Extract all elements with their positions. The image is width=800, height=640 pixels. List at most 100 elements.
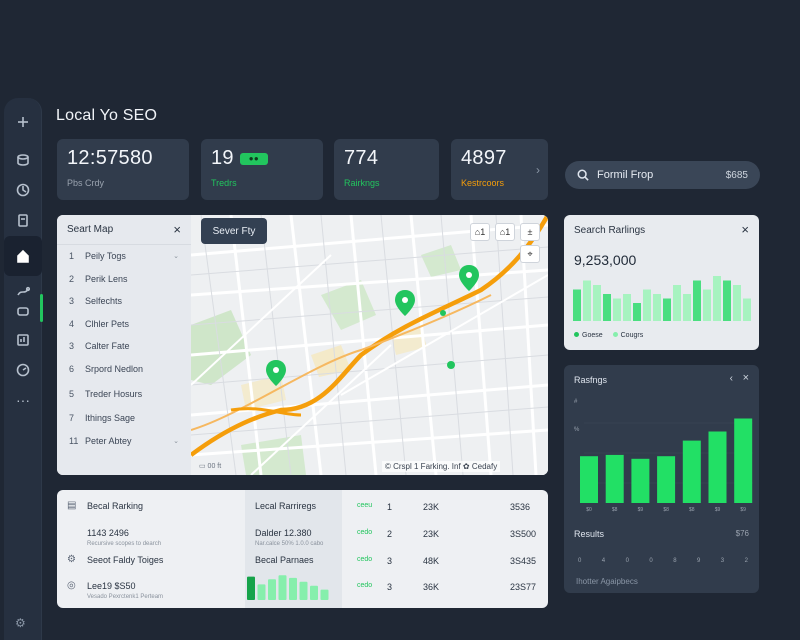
panel-title: Seart Map — [67, 224, 114, 235]
table-row[interactable]: ▤ Becal Rarking Lecal Rarriregs ceeu 1 23K 353… — [57, 496, 548, 525]
item-number: 3 — [69, 296, 75, 307]
chat-icon[interactable] — [4, 298, 42, 326]
item-label: Calter Fate — [85, 341, 130, 352]
row-mid-block: Lecal Rarriregs — [255, 501, 316, 511]
chevron-right-icon[interactable]: › — [536, 163, 540, 177]
database-icon[interactable] — [4, 146, 42, 174]
clipboard-icon[interactable] — [4, 206, 42, 234]
stat-card-2[interactable]: 19 ●● Tredrs — [201, 139, 323, 200]
row-tag: cedo — [357, 582, 373, 589]
bar — [723, 280, 731, 321]
result-value: 0 — [649, 558, 653, 564]
row-subtitle: Recursive scopes to dearch — [87, 541, 162, 547]
item-label: Perik Lens — [85, 273, 128, 284]
compass-icon[interactable] — [4, 176, 42, 204]
stat-value: 12:57580 — [67, 147, 153, 169]
search-rankings-chart — [573, 276, 751, 321]
map-list-item[interactable]: 5 Treder Hosurs — [57, 380, 191, 407]
x-tick-label: $0 — [586, 507, 592, 513]
route-icon[interactable] — [4, 278, 42, 306]
layers-icon-2[interactable]: ⌂1 — [495, 223, 515, 241]
map-list-item[interactable]: 4 Clhler Pets — [57, 313, 191, 336]
server-button[interactable]: Sever Fty — [201, 218, 267, 244]
row-mid: Lecal Rarriregs — [255, 501, 317, 511]
mini-bar — [278, 575, 287, 600]
total-value: 9,253,000 — [574, 252, 637, 268]
row-count: 23K — [423, 529, 440, 539]
bar-chart-icon[interactable] — [4, 326, 42, 354]
map-list-item[interactable]: 7 Ithings Sage — [57, 407, 191, 430]
table-row[interactable]: 1143 2496 Recursive scopes to dearch Dalde… — [57, 523, 548, 552]
search-bar[interactable]: Formil Frop $685 — [565, 161, 760, 189]
item-number: 6 — [69, 363, 75, 374]
result-value: 9 — [696, 558, 701, 564]
x-tick-label: $8 — [689, 507, 695, 513]
item-number: 1 — [69, 251, 75, 262]
mini-bar — [257, 584, 266, 600]
row-mid-sub: Nar.calce 50% 1.0.0 cabo — [255, 541, 324, 547]
item-label: Clhler Pets — [85, 318, 130, 329]
close-icon[interactable]: × — [741, 222, 749, 237]
more-icon[interactable]: ··· — [16, 392, 30, 408]
stat-card-3[interactable]: 774 Rairkngs — [334, 139, 439, 200]
map-scale: ▭ 00 ft — [199, 463, 222, 470]
item-label: Srpord Nedlon — [85, 363, 144, 374]
x-tick-label: $9 — [715, 507, 721, 513]
gear-icon: ⚙ — [67, 554, 76, 565]
locate-icon[interactable]: ⌖ — [520, 245, 540, 263]
row-title-block: Seeot Faldy Toiges — [87, 555, 163, 565]
mini-bar — [320, 589, 329, 600]
close-icon[interactable]: × — [742, 372, 749, 384]
zoom-icon[interactable]: ± — [520, 223, 540, 241]
item-label: Treder Hosurs — [85, 388, 143, 399]
stat-card-1[interactable]: 12:57580 Pbs Crdy — [57, 139, 189, 200]
stat-card-4[interactable]: 4897 Kestrcoors › — [451, 139, 548, 200]
chevron-down-icon[interactable]: ⌄ — [173, 253, 179, 261]
map-list-item[interactable]: 3 Calter Fate — [57, 335, 191, 358]
layers-icon[interactable]: ⌂1 — [470, 223, 490, 241]
bar — [605, 454, 624, 503]
collapse-icon[interactable]: ‹ — [729, 373, 733, 384]
row-title: Becal Rarking — [87, 501, 144, 511]
row-title-block: Lee19 $S50 Vesado Pexrctenk1 Perteam — [87, 581, 163, 600]
table-row[interactable]: ⚙ Seeot Faldy Toiges Becal Parnaes cedo 3 48K… — [57, 550, 548, 579]
row-title-block: 1143 2496 Recursive scopes to dearch — [87, 528, 161, 547]
plus-icon[interactable] — [4, 108, 42, 136]
row-rank: 3 — [387, 582, 393, 592]
item-number: 5 — [69, 388, 75, 399]
rankings-bar-chart: #%$0$8$9$8$8$9$9$9 — [574, 399, 753, 513]
row-count: 48K — [423, 556, 440, 566]
close-icon[interactable]: × — [173, 222, 181, 237]
mini-bar — [268, 579, 276, 600]
table-row[interactable]: ◎ Lee19 $S50 Vesado Pexrctenk1 Perteam cedo… — [57, 576, 548, 605]
map-list-item[interactable]: 11 Peter Abtey ⌄ — [57, 430, 191, 453]
row-title: 1143 2496 — [87, 528, 129, 538]
map-attribution: © Crspl 1 Farking. Inf ✿ Cedafy — [382, 461, 501, 472]
bar — [733, 285, 741, 321]
map-view[interactable] — [189, 215, 548, 475]
mini-bar — [299, 581, 308, 600]
bar — [631, 458, 650, 503]
bar — [734, 418, 753, 503]
map-list-item[interactable]: 2 Perik Lens — [57, 268, 191, 291]
item-label: Selfechts — [85, 296, 123, 307]
bar — [708, 431, 727, 503]
settings-icon[interactable]: ⚙ — [15, 616, 26, 630]
mini-bar — [289, 577, 297, 600]
pin-icon: ◎ — [67, 580, 76, 591]
row-subtitle: Vesado Pexrctenk1 Perteam — [87, 594, 164, 600]
item-label: Ithings Sage — [85, 413, 136, 424]
map-card: Seart Map × 1 Peily Togs ⌄ 2 Perik Lens 3 Self… — [57, 215, 548, 475]
map-list-item[interactable]: 6 Srpord Nedlon — [57, 358, 191, 381]
bar — [603, 294, 611, 321]
map-list-item[interactable]: 3 Selfechts — [57, 290, 191, 313]
gauge-icon[interactable] — [4, 356, 42, 384]
row-rank: 2 — [387, 529, 393, 539]
mini-bar-chart — [247, 575, 329, 600]
map-list-item[interactable]: 1 Peily Togs ⌄ — [57, 245, 191, 268]
chevron-down-icon[interactable]: ⌄ — [173, 437, 179, 445]
row-value: 3S435 — [510, 556, 537, 566]
row-mid-block: Becal Parnaes — [255, 555, 314, 565]
home-icon[interactable] — [4, 236, 42, 276]
result-value: 8 — [673, 558, 677, 564]
